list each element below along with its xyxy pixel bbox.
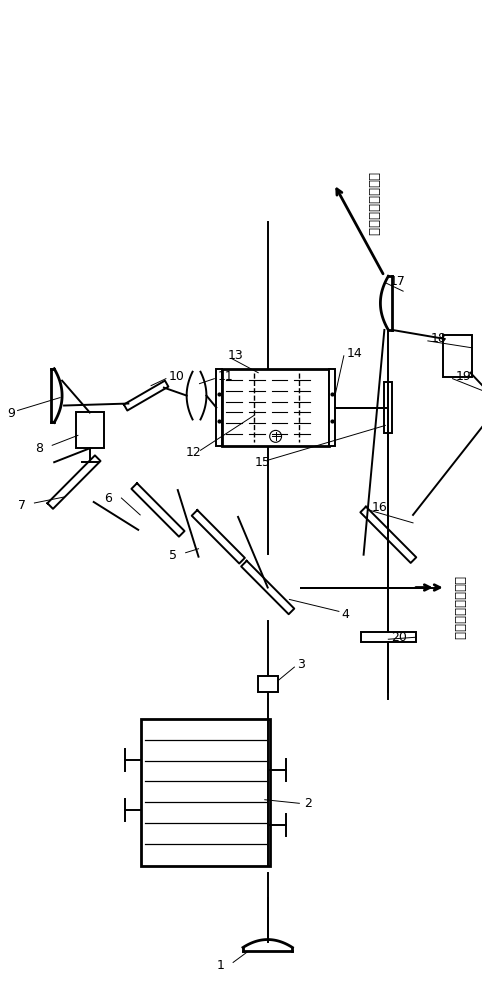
Text: 13: 13 (227, 349, 243, 362)
Polygon shape (379, 276, 392, 330)
Text: 19: 19 (454, 370, 470, 383)
Text: 中红外波段闲频光: 中红外波段闲频光 (452, 576, 465, 640)
Text: 6: 6 (105, 492, 112, 505)
Text: 20: 20 (391, 631, 406, 644)
Polygon shape (241, 561, 294, 614)
Polygon shape (242, 940, 292, 951)
Text: 17: 17 (389, 275, 404, 288)
Bar (141, 719, 269, 866)
Text: 10: 10 (168, 370, 184, 383)
Text: 4: 4 (341, 608, 349, 621)
Polygon shape (123, 381, 168, 411)
Bar (222, 369, 328, 446)
Bar (442, 335, 471, 377)
Bar (360, 632, 415, 642)
Text: 18: 18 (430, 332, 446, 345)
Text: 15: 15 (254, 456, 270, 469)
Polygon shape (191, 510, 244, 564)
Polygon shape (186, 372, 206, 419)
Text: 9: 9 (8, 407, 15, 420)
Text: 2: 2 (303, 797, 312, 810)
Text: 8: 8 (35, 442, 43, 455)
Text: 16: 16 (371, 501, 386, 514)
Text: 橙红波段和频激光: 橙红波段和频激光 (366, 172, 379, 236)
Text: 3: 3 (297, 658, 304, 671)
Bar (383, 382, 392, 433)
Bar (216, 369, 222, 446)
Text: 7: 7 (17, 499, 26, 512)
Text: 12: 12 (185, 446, 201, 459)
Bar (328, 369, 334, 446)
Polygon shape (47, 455, 100, 509)
Polygon shape (131, 483, 184, 537)
Text: 14: 14 (346, 347, 362, 360)
Bar (76, 412, 104, 448)
Text: 5: 5 (168, 549, 177, 562)
Text: 1: 1 (216, 959, 224, 972)
Text: 11: 11 (217, 370, 232, 383)
Polygon shape (51, 369, 62, 422)
Polygon shape (360, 507, 415, 563)
Bar (257, 676, 277, 692)
